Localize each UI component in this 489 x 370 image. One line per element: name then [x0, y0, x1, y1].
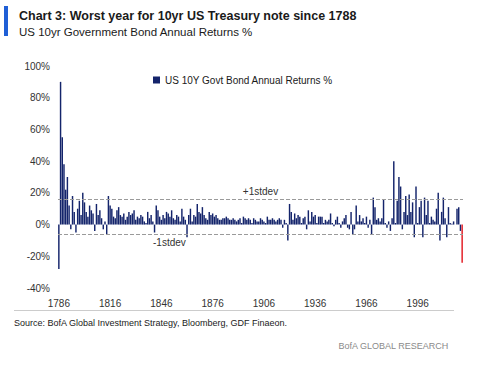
svg-text:1816: 1816 — [99, 298, 122, 309]
svg-text:40%: 40% — [30, 156, 50, 167]
svg-text:1966: 1966 — [355, 298, 378, 309]
svg-text:1906: 1906 — [253, 298, 276, 309]
svg-text:1786: 1786 — [48, 298, 71, 309]
svg-text:+1stdev: +1stdev — [243, 186, 278, 197]
svg-text:1846: 1846 — [150, 298, 173, 309]
svg-text:-40%: -40% — [27, 283, 50, 294]
svg-text:-20%: -20% — [27, 251, 50, 262]
svg-text:80%: 80% — [30, 92, 50, 103]
svg-text:60%: 60% — [30, 124, 50, 135]
svg-text:1996: 1996 — [407, 298, 430, 309]
svg-text:Chart 3: Worst year for 10yr U: Chart 3: Worst year for 10yr US Treasury… — [19, 9, 356, 23]
svg-text:20%: 20% — [30, 187, 50, 198]
svg-text:0%: 0% — [36, 219, 51, 230]
svg-text:US 10yr Government Bond Annual: US 10yr Government Bond Annual Returns % — [19, 26, 252, 38]
svg-text:US 10Y Govt Bond Annual Return: US 10Y Govt Bond Annual Returns % — [165, 75, 332, 86]
svg-text:1876: 1876 — [202, 298, 225, 309]
svg-text:1936: 1936 — [304, 298, 327, 309]
svg-text:Source: BofA Global Investment: Source: BofA Global Investment Strategy,… — [14, 318, 287, 328]
svg-text:100%: 100% — [24, 61, 50, 72]
svg-text:BofA GLOBAL RESEARCH: BofA GLOBAL RESEARCH — [338, 341, 448, 351]
svg-text:-1stdev: -1stdev — [153, 237, 186, 248]
